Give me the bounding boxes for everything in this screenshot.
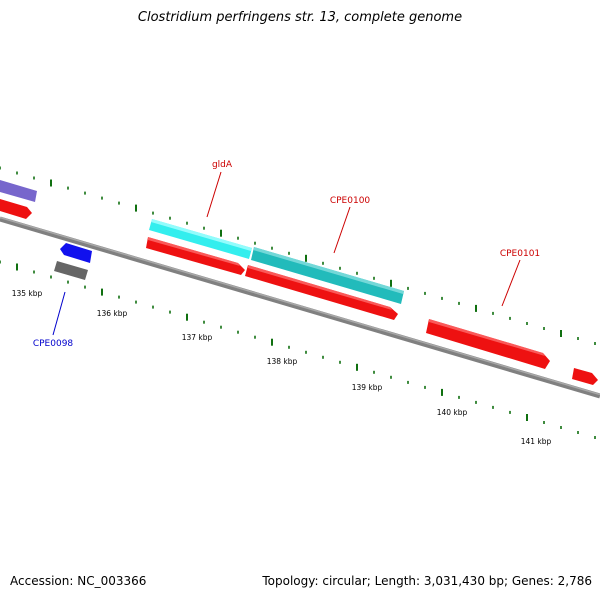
gene-red-1[interactable] <box>146 237 245 275</box>
scale-label: 137 kbp <box>182 333 213 342</box>
scale-labels: 135 kbp 136 kbp 137 kbp 138 kbp 139 kbp … <box>12 289 552 446</box>
gene-gldA[interactable] <box>149 219 252 259</box>
scale-label: 139 kbp <box>352 383 383 392</box>
gene-red-2[interactable] <box>245 265 398 320</box>
map-title: Clostridium perfringens str. 13, complet… <box>137 10 463 25</box>
outer-tick-row <box>0 166 596 345</box>
gene-features <box>0 180 598 385</box>
genome-summary-text: Topology: circular; Length: 3,031,430 bp… <box>262 574 592 588</box>
scale-label: 138 kbp <box>267 357 298 366</box>
scale-label: 140 kbp <box>437 408 468 417</box>
scale-label: 135 kbp <box>12 289 43 298</box>
gene-red-right-partial[interactable] <box>572 368 598 385</box>
gene-label-CPE0098: CPE0098 <box>33 339 74 349</box>
gene-label-CPE0100: CPE0100 <box>330 196 371 206</box>
gene-blue-small[interactable] <box>60 243 92 263</box>
gene-CPE0098[interactable] <box>54 261 88 280</box>
accession-text: Accession: NC_003366 <box>10 574 147 588</box>
gene-label-CPE0101: CPE0101 <box>500 249 540 259</box>
gene-purple-partial[interactable] <box>0 180 37 202</box>
label-pointers <box>52 171 521 336</box>
scale-label: 136 kbp <box>97 309 128 318</box>
gene-red-left-partial[interactable] <box>0 199 32 219</box>
inner-tick-row <box>0 260 596 439</box>
scale-label: 141 kbp <box>521 437 552 446</box>
genome-backbone <box>0 216 600 399</box>
gene-label-gldA: gldA <box>212 160 233 170</box>
gene-CPE0101[interactable] <box>426 319 550 369</box>
gene-CPE0100[interactable] <box>251 247 404 304</box>
